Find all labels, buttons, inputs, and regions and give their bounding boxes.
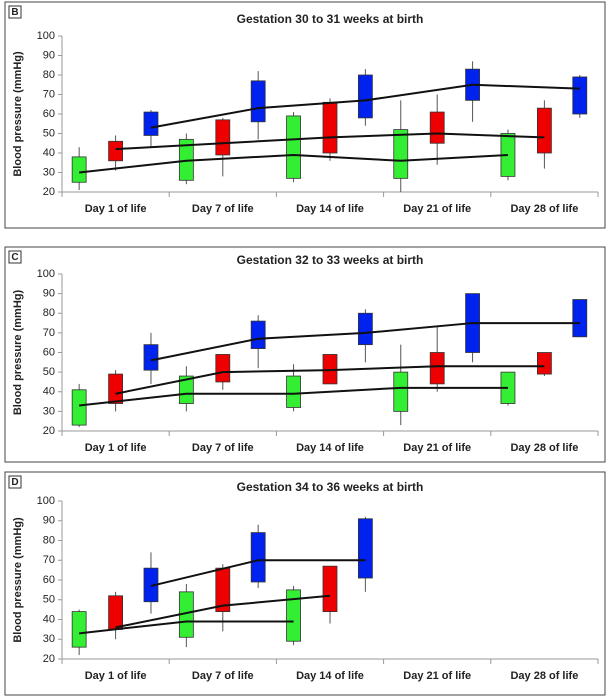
x-tick-label: Day 21 of life	[403, 670, 471, 682]
y-tick-label: 100	[37, 30, 55, 42]
box	[357, 312, 373, 346]
box	[537, 107, 552, 154]
box	[393, 129, 409, 179]
box	[286, 115, 301, 179]
median-line	[115, 594, 331, 629]
panel-frame	[4, 471, 606, 696]
y-tick-label: 100	[37, 268, 55, 280]
y-tick-label: 40	[43, 386, 55, 398]
x-tick-label: Day 1 of life	[85, 670, 147, 682]
y-tick-label: 50	[43, 366, 55, 378]
y-axis-label: Blood pressure (mmHg)	[12, 517, 24, 643]
box	[108, 373, 123, 404]
box	[572, 299, 588, 338]
box	[572, 76, 588, 115]
box	[322, 101, 338, 154]
y-tick-label: 30	[43, 633, 55, 645]
box	[143, 344, 159, 371]
y-tick-label: 50	[43, 594, 55, 606]
y-tick-label: 40	[43, 147, 55, 159]
box	[429, 111, 445, 144]
panel-label-box	[8, 250, 22, 264]
y-tick-label: 100	[37, 495, 55, 507]
x-tick-label: Day 28 of life	[510, 203, 578, 215]
median-line	[115, 132, 545, 151]
y-tick-label: 60	[43, 108, 55, 120]
box	[250, 320, 266, 349]
box	[215, 354, 231, 383]
y-tick-label: 30	[43, 166, 55, 178]
box	[429, 352, 445, 385]
y-tick-label: 60	[43, 574, 55, 586]
box	[178, 375, 194, 404]
box	[250, 532, 266, 583]
y-tick-label: 90	[43, 49, 55, 61]
y-tick-label: 20	[43, 425, 55, 437]
panel-frame	[4, 246, 606, 463]
box	[537, 352, 552, 375]
box	[393, 371, 409, 412]
x-tick-label: Day 28 of life	[510, 670, 578, 682]
box	[357, 518, 373, 579]
y-tick-label: 50	[43, 127, 55, 139]
median-line	[150, 83, 580, 129]
y-tick-label: 90	[43, 288, 55, 300]
box	[71, 389, 87, 426]
panel-label-box	[8, 475, 22, 489]
y-tick-label: 70	[43, 88, 55, 100]
median-line	[115, 365, 545, 395]
median-line	[79, 153, 509, 174]
box	[215, 119, 231, 156]
median-line	[150, 559, 366, 587]
box	[357, 74, 373, 119]
median-line	[79, 386, 508, 407]
x-tick-label: Day 21 of life	[403, 203, 471, 215]
x-tick-label: Day 28 of life	[510, 442, 578, 454]
y-axis-label: Blood pressure (mmHg)	[12, 290, 24, 416]
y-tick-label: 30	[43, 405, 55, 417]
y-tick-label: 80	[43, 534, 55, 546]
x-tick-label: Day 7 of life	[192, 442, 254, 454]
box	[250, 80, 266, 123]
x-tick-label: Day 14 of life	[296, 670, 364, 682]
x-tick-label: Day 1 of life	[85, 442, 147, 454]
box	[286, 375, 301, 408]
y-tick-label: 70	[43, 327, 55, 339]
y-tick-label: 80	[43, 69, 55, 81]
x-tick-label: Day 7 of life	[192, 203, 254, 215]
chart-title: Gestation 32 to 33 weeks at birth	[237, 253, 424, 267]
y-axis-label: Blood pressure (mmHg)	[12, 51, 24, 177]
box	[322, 565, 338, 612]
panel-label: D	[11, 477, 18, 488]
y-tick-label: 20	[43, 186, 55, 198]
x-tick-label: Day 14 of life	[296, 203, 364, 215]
y-tick-label: 90	[43, 515, 55, 527]
panel-label: B	[11, 7, 18, 18]
x-tick-label: Day 14 of life	[296, 442, 364, 454]
panel-label-box	[8, 5, 22, 19]
x-tick-label: Day 1 of life	[85, 203, 147, 215]
box	[108, 595, 123, 630]
chart-title: Gestation 34 to 36 weeks at birth	[237, 480, 424, 494]
y-tick-label: 20	[43, 653, 55, 665]
box	[108, 140, 123, 162]
chart-title: Gestation 30 to 31 weeks at birth	[237, 12, 424, 26]
x-tick-label: Day 21 of life	[403, 442, 471, 454]
box	[71, 156, 87, 183]
box	[143, 111, 159, 136]
y-tick-label: 70	[43, 554, 55, 566]
median-line	[79, 620, 294, 635]
x-tick-label: Day 7 of life	[192, 670, 254, 682]
box	[286, 589, 301, 642]
panel-frame	[4, 1, 606, 229]
box	[71, 611, 87, 648]
median-line	[150, 322, 580, 362]
y-tick-label: 60	[43, 346, 55, 358]
panel-label: C	[11, 252, 18, 263]
y-tick-label: 40	[43, 613, 55, 625]
y-tick-label: 80	[43, 307, 55, 319]
